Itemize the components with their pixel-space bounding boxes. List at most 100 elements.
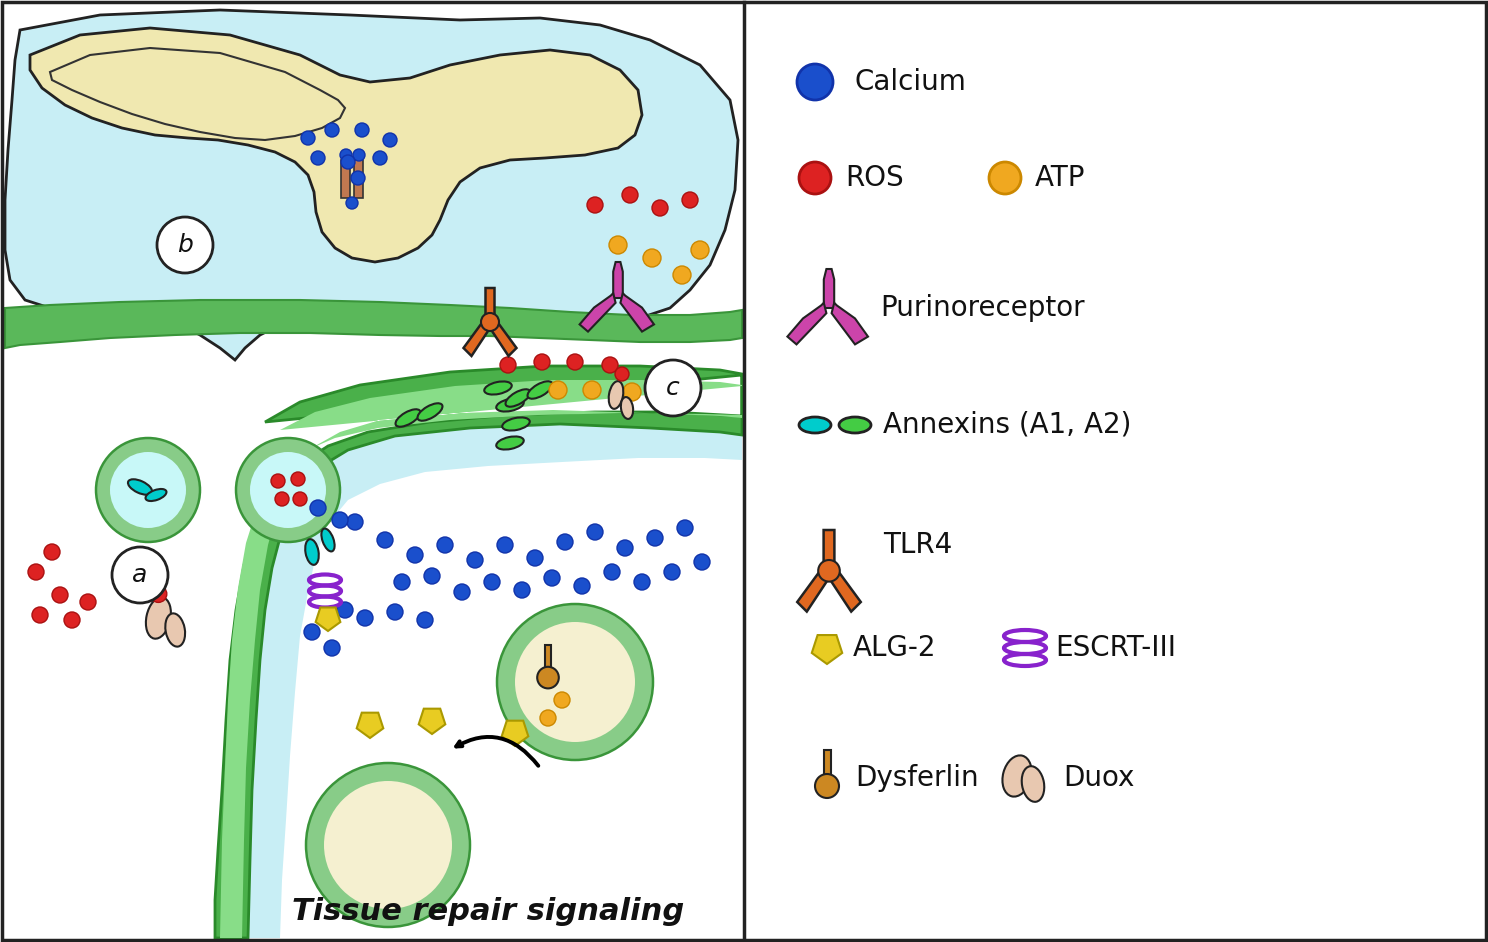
Polygon shape [357, 713, 384, 738]
Circle shape [623, 383, 641, 401]
Circle shape [301, 131, 315, 145]
Ellipse shape [503, 417, 530, 430]
Circle shape [310, 500, 326, 516]
Circle shape [332, 512, 348, 528]
Ellipse shape [497, 398, 524, 412]
Circle shape [990, 162, 1021, 194]
Circle shape [271, 474, 286, 488]
Ellipse shape [620, 398, 632, 419]
Circle shape [304, 624, 320, 640]
Circle shape [515, 622, 635, 742]
Circle shape [356, 123, 369, 137]
Circle shape [815, 774, 839, 798]
Text: ALG-2: ALG-2 [853, 634, 936, 662]
Ellipse shape [506, 389, 531, 407]
Circle shape [799, 162, 830, 194]
Circle shape [158, 217, 213, 273]
Circle shape [64, 612, 80, 628]
Circle shape [673, 266, 690, 284]
Text: ATP: ATP [1036, 164, 1086, 192]
Circle shape [644, 360, 701, 416]
Polygon shape [214, 418, 743, 938]
Circle shape [357, 610, 373, 626]
Circle shape [336, 602, 353, 618]
Circle shape [647, 530, 664, 546]
Bar [341, 160, 350, 198]
Text: Calcium: Calcium [856, 68, 967, 96]
Circle shape [618, 540, 632, 556]
Ellipse shape [839, 417, 870, 433]
Circle shape [80, 594, 97, 610]
Text: TLR4: TLR4 [882, 531, 952, 559]
Circle shape [417, 612, 433, 628]
Ellipse shape [146, 489, 167, 501]
Text: Dysferlin: Dysferlin [856, 764, 979, 792]
Circle shape [540, 710, 557, 726]
Circle shape [110, 452, 186, 528]
Circle shape [567, 354, 583, 370]
Circle shape [150, 586, 167, 602]
Polygon shape [832, 302, 868, 345]
Text: Purinoreceptor: Purinoreceptor [879, 294, 1085, 322]
Circle shape [484, 574, 500, 590]
Circle shape [33, 607, 48, 623]
Circle shape [615, 367, 629, 381]
Circle shape [373, 151, 387, 165]
Bar [1, 2, 744, 940]
Text: Annexins (A1, A2): Annexins (A1, A2) [882, 411, 1131, 439]
Ellipse shape [1022, 766, 1045, 802]
Circle shape [52, 587, 68, 603]
Circle shape [693, 554, 710, 570]
Circle shape [545, 570, 559, 586]
Circle shape [534, 354, 551, 370]
Circle shape [112, 547, 168, 603]
Bar [823, 750, 830, 778]
Ellipse shape [609, 382, 623, 409]
Circle shape [682, 192, 698, 208]
Polygon shape [798, 530, 860, 611]
Circle shape [311, 151, 324, 165]
Polygon shape [315, 608, 341, 631]
Circle shape [250, 452, 326, 528]
Circle shape [275, 492, 289, 506]
Circle shape [574, 578, 591, 594]
Ellipse shape [396, 409, 421, 427]
Ellipse shape [484, 382, 512, 395]
Circle shape [690, 241, 708, 259]
Circle shape [408, 547, 423, 563]
Circle shape [353, 149, 365, 161]
Circle shape [677, 520, 693, 536]
Circle shape [497, 537, 513, 553]
Circle shape [557, 534, 573, 550]
Circle shape [347, 197, 359, 209]
Circle shape [293, 492, 307, 506]
Circle shape [97, 438, 199, 542]
Circle shape [643, 249, 661, 267]
Circle shape [586, 524, 603, 540]
Circle shape [537, 667, 559, 689]
Circle shape [481, 313, 498, 331]
Text: Duox: Duox [1062, 764, 1134, 792]
Polygon shape [4, 300, 743, 348]
Ellipse shape [321, 528, 335, 551]
Circle shape [652, 200, 668, 216]
Circle shape [307, 763, 470, 927]
Polygon shape [787, 302, 826, 345]
Text: b: b [177, 233, 193, 257]
Text: c: c [667, 376, 680, 400]
Circle shape [500, 357, 516, 373]
Circle shape [387, 604, 403, 620]
Ellipse shape [528, 382, 552, 398]
Polygon shape [824, 269, 835, 308]
Ellipse shape [799, 417, 830, 433]
Bar [545, 645, 551, 671]
Polygon shape [501, 721, 528, 746]
Circle shape [497, 604, 653, 760]
Circle shape [324, 781, 452, 909]
Ellipse shape [305, 539, 318, 565]
Text: ESCRT-III: ESCRT-III [1055, 634, 1176, 662]
Circle shape [549, 381, 567, 399]
Circle shape [341, 155, 356, 169]
Circle shape [656, 387, 674, 405]
Circle shape [818, 560, 839, 581]
